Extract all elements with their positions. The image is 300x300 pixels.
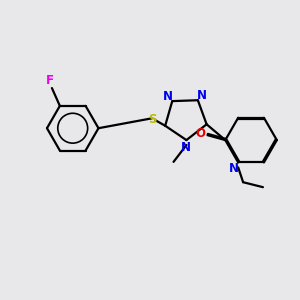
- Text: F: F: [46, 74, 54, 87]
- Text: S: S: [148, 113, 156, 126]
- Text: N: N: [229, 162, 239, 175]
- Text: N: N: [163, 90, 173, 103]
- Text: N: N: [197, 89, 207, 102]
- Text: N: N: [180, 140, 190, 154]
- Text: O: O: [196, 127, 206, 140]
